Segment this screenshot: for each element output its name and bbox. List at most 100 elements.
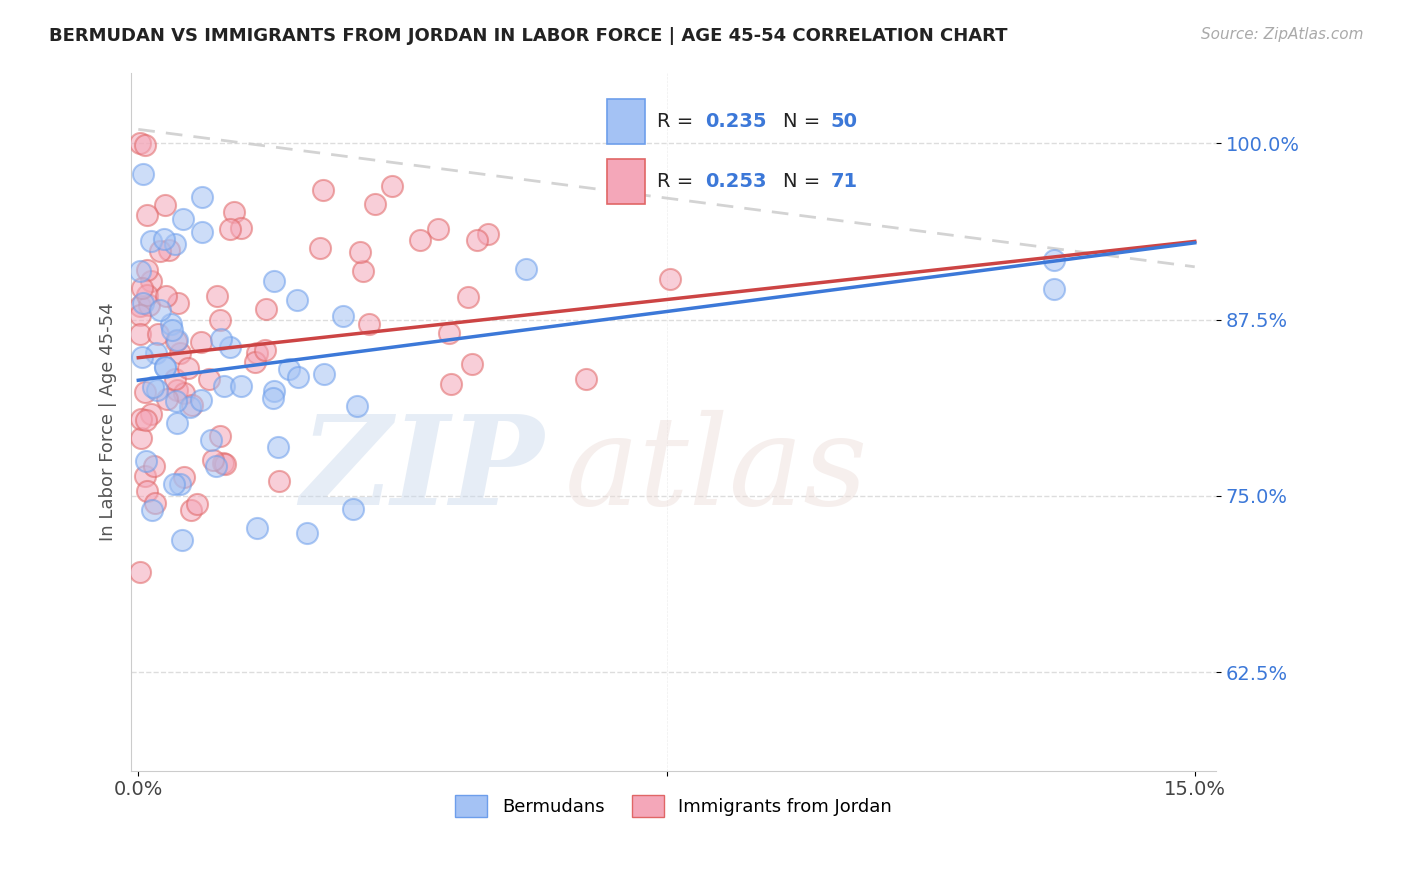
Point — [143, 495, 166, 509]
Point — [166, 295, 188, 310]
Point — [219, 340, 242, 354]
Point — [219, 222, 242, 236]
Point — [197, 372, 219, 386]
Point — [153, 198, 176, 212]
Point — [153, 359, 176, 374]
Point — [190, 392, 212, 407]
Point — [408, 233, 430, 247]
Point — [166, 416, 188, 430]
Point — [170, 533, 193, 547]
Point — [212, 456, 235, 470]
Point — [172, 211, 194, 226]
Point — [231, 221, 253, 235]
Point — [349, 245, 371, 260]
Point — [165, 334, 187, 349]
Point — [381, 179, 404, 194]
Point — [180, 503, 202, 517]
Point — [139, 274, 162, 288]
Point — [437, 326, 460, 340]
Point — [157, 244, 180, 258]
Point — [142, 380, 165, 394]
Point — [262, 391, 284, 405]
Point — [135, 413, 157, 427]
Point — [202, 453, 225, 467]
Point — [129, 411, 152, 425]
Point — [212, 378, 235, 392]
Point — [149, 244, 172, 258]
Point — [159, 317, 181, 331]
Point — [461, 357, 484, 371]
Point — [177, 361, 200, 376]
Point — [169, 345, 191, 359]
Point — [1043, 253, 1066, 268]
Point — [173, 470, 195, 484]
Point — [332, 309, 354, 323]
Point — [134, 384, 156, 399]
Point — [353, 264, 375, 278]
Point — [173, 385, 195, 400]
Point — [160, 323, 183, 337]
Point — [440, 377, 463, 392]
Point — [169, 477, 191, 491]
Point — [346, 399, 368, 413]
Point — [136, 262, 159, 277]
Point — [146, 383, 169, 397]
Point — [208, 313, 231, 327]
Point — [297, 525, 319, 540]
Point — [128, 308, 150, 322]
Point — [153, 232, 176, 246]
Point — [141, 407, 163, 421]
Point — [163, 236, 186, 251]
Point — [263, 274, 285, 288]
Point — [131, 167, 153, 181]
Point — [166, 333, 188, 347]
Point — [148, 303, 170, 318]
Point — [136, 288, 159, 302]
Point — [214, 457, 236, 471]
Point — [342, 501, 364, 516]
Point — [191, 190, 214, 204]
Point — [311, 183, 333, 197]
Point — [166, 383, 188, 397]
Point — [278, 362, 301, 376]
Point — [267, 474, 290, 488]
Point — [575, 372, 598, 386]
Point — [245, 346, 267, 360]
Point — [163, 476, 186, 491]
Point — [146, 326, 169, 341]
Point — [209, 332, 232, 346]
Point — [309, 241, 332, 255]
Point — [136, 208, 159, 222]
Point — [208, 428, 231, 442]
Y-axis label: In Labor Force | Age 45-54: In Labor Force | Age 45-54 — [100, 302, 117, 541]
Point — [131, 281, 153, 295]
Point — [205, 289, 228, 303]
Point — [246, 521, 269, 535]
Point — [165, 394, 187, 409]
Point — [245, 355, 267, 369]
Point — [129, 565, 152, 579]
Point — [263, 384, 285, 398]
Point — [181, 398, 204, 412]
Point — [253, 343, 276, 357]
Point — [287, 370, 309, 384]
Point — [190, 334, 212, 349]
Point — [190, 225, 212, 239]
Point — [312, 367, 335, 381]
Point — [141, 503, 163, 517]
Point — [135, 454, 157, 468]
Point — [138, 298, 160, 312]
Point — [155, 289, 177, 303]
Point — [457, 290, 479, 304]
Point — [515, 261, 537, 276]
Point — [267, 440, 290, 454]
Point — [128, 264, 150, 278]
Legend: Bermudans, Immigrants from Jordan: Bermudans, Immigrants from Jordan — [447, 788, 900, 824]
Text: BERMUDAN VS IMMIGRANTS FROM JORDAN IN LABOR FORCE | AGE 45-54 CORRELATION CHART: BERMUDAN VS IMMIGRANTS FROM JORDAN IN LA… — [49, 27, 1008, 45]
Point — [155, 360, 177, 375]
Text: atlas: atlas — [565, 410, 869, 532]
Point — [285, 293, 308, 307]
Point — [477, 227, 499, 242]
Point — [128, 136, 150, 151]
Point — [200, 433, 222, 447]
